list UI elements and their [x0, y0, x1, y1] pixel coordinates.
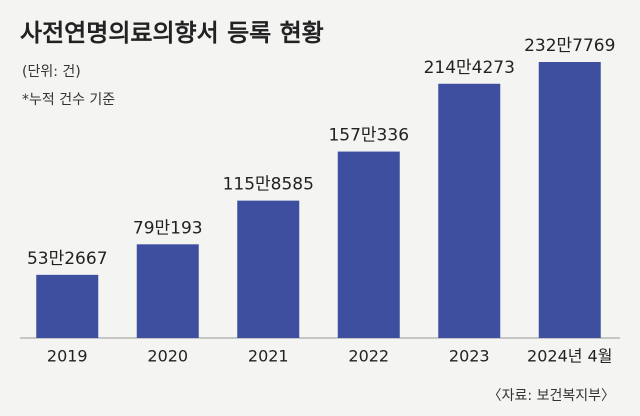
- bar: [36, 274, 99, 338]
- bar: [237, 200, 300, 338]
- bar: [136, 244, 199, 338]
- x-tick-label: 2019: [47, 347, 88, 366]
- subtitle: (단위: 건): [22, 64, 81, 80]
- value-label: 115만8585: [223, 175, 314, 195]
- value-label: 157만336: [328, 126, 409, 146]
- note: *누적 건수 기준: [22, 92, 115, 108]
- x-tick-label: 2021: [248, 347, 289, 366]
- value-label: 214만4273: [424, 58, 515, 78]
- bar: [337, 151, 400, 338]
- x-tick-label: 2024년 4월: [527, 347, 612, 366]
- value-label: 79만193: [133, 218, 203, 238]
- value-label: 232만7769: [524, 36, 615, 56]
- value-label: 53만2667: [27, 249, 108, 269]
- bar: [538, 62, 601, 338]
- x-tick-label: 2022: [348, 347, 389, 366]
- x-tick-label: 2023: [449, 347, 490, 366]
- x-tick-label: 2020: [147, 347, 188, 366]
- chart-title: 사전연명의료의향서 등록 현황: [20, 19, 324, 47]
- source: 〈자료: 보건복지부〉: [488, 388, 615, 404]
- bar: [438, 83, 501, 338]
